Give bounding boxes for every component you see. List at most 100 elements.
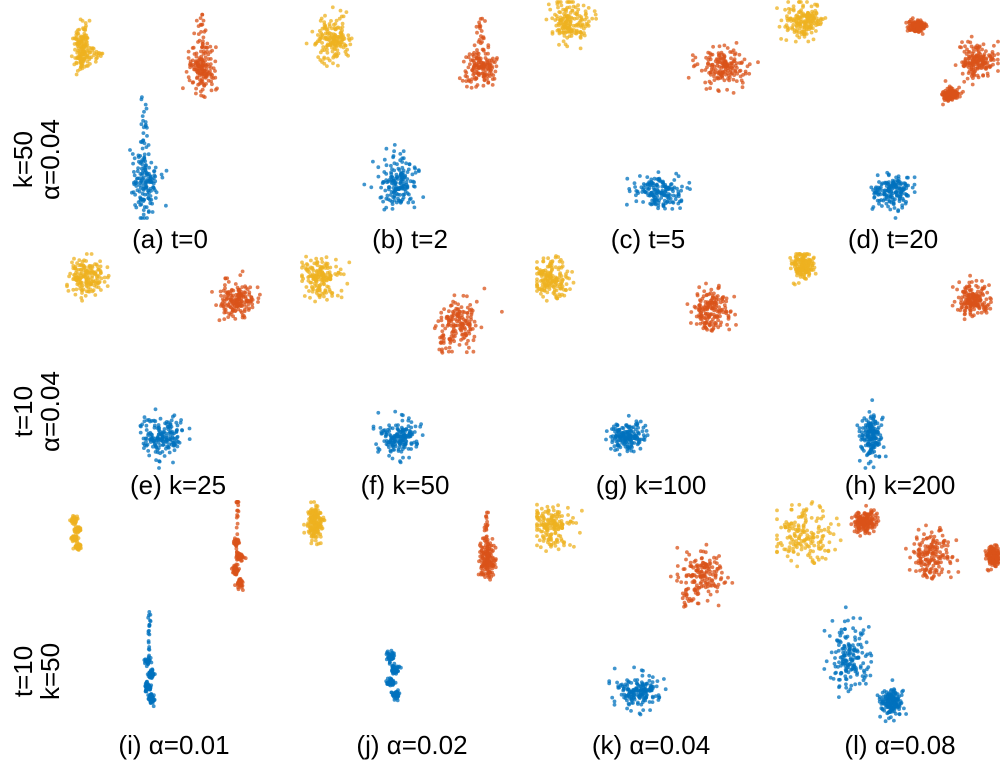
scatter-point	[138, 172, 143, 176]
scatter-point	[872, 432, 877, 436]
scatter-point	[571, 0, 575, 4]
scatter-point	[146, 655, 151, 659]
scatter-point	[72, 36, 77, 41]
panel-d	[775, 0, 1000, 220]
scatter-point	[972, 307, 976, 312]
scatter-point	[728, 310, 733, 314]
scatter-point	[371, 159, 375, 164]
scatter-point	[548, 277, 553, 281]
scatter-point	[236, 539, 241, 544]
scatter-point	[410, 432, 415, 437]
scatter-point	[535, 260, 539, 264]
scatter-point	[146, 631, 151, 636]
scatter-point	[376, 174, 381, 179]
scatter-point	[677, 199, 682, 204]
scatter-point	[874, 185, 878, 190]
scatter-point	[325, 264, 329, 268]
scatter-point	[473, 77, 478, 82]
scatter-point	[322, 25, 327, 30]
scatter-point	[869, 185, 874, 190]
scatter-point	[974, 53, 979, 58]
scatter-point	[709, 52, 713, 57]
scatter-point	[558, 10, 563, 15]
scatter-point	[148, 201, 153, 206]
scatter-point	[133, 192, 138, 197]
scatter-point	[440, 323, 445, 328]
scatter-point	[815, 16, 819, 21]
scatter-point	[65, 284, 69, 289]
scatter-point	[630, 445, 634, 450]
cluster-g-yellow-1	[535, 254, 576, 303]
scatter-point	[460, 78, 465, 83]
scatter-point	[884, 201, 889, 206]
scatter-point	[398, 152, 403, 156]
scatter-point	[167, 450, 172, 455]
scatter-point	[675, 186, 679, 191]
scatter-point	[486, 81, 491, 85]
scatter-point	[715, 294, 720, 298]
scatter-point	[387, 185, 392, 190]
scatter-point	[311, 268, 316, 273]
scatter-point	[404, 161, 408, 166]
scatter-point	[867, 410, 872, 414]
scatter-point	[130, 152, 135, 156]
scatter-point	[163, 421, 168, 426]
scatter-point	[137, 159, 141, 164]
scatter-point	[869, 447, 873, 452]
scatter-point	[797, 262, 802, 266]
scatter-point	[200, 22, 205, 27]
scatter-point	[717, 69, 722, 73]
scatter-point	[549, 263, 554, 268]
scatter-point	[256, 300, 260, 304]
scatter-point	[719, 56, 723, 61]
scatter-point	[214, 45, 218, 50]
scatter-point	[401, 182, 406, 187]
scatter-point	[964, 284, 969, 289]
scatter-point	[868, 437, 872, 442]
scatter-point	[806, 39, 811, 44]
scatter-point	[106, 275, 110, 280]
scatter-point	[860, 419, 865, 423]
scatter-point	[313, 42, 317, 47]
scatter-point	[451, 309, 455, 314]
scatter-point	[912, 175, 917, 180]
scatter-point	[343, 49, 348, 54]
scatter-point	[673, 197, 678, 202]
scatter-point	[322, 61, 327, 66]
scatter-point	[240, 269, 245, 274]
scatter-point	[134, 205, 139, 210]
cluster-a-orange-2	[181, 12, 219, 99]
scatter-point	[671, 189, 675, 194]
scatter-point	[132, 173, 137, 178]
scatter-point	[144, 423, 149, 428]
scatter-point	[961, 64, 966, 68]
scatter-point	[797, 252, 802, 256]
scatter-point	[335, 48, 340, 53]
scatter-point	[645, 433, 650, 438]
scatter-point	[717, 283, 721, 288]
scatter-point	[893, 216, 898, 220]
scatter-point	[553, 288, 557, 292]
scatter-point	[73, 292, 78, 297]
scatter-point	[981, 305, 986, 310]
scatter-point	[791, 281, 796, 286]
scatter-point	[145, 418, 150, 422]
scatter-point	[71, 266, 76, 271]
scatter-point	[401, 413, 405, 418]
scatter-point	[144, 205, 149, 210]
scatter-point	[987, 283, 991, 287]
scatter-point	[915, 18, 920, 23]
scatter-point	[560, 264, 565, 269]
scatter-point	[561, 277, 565, 282]
scatter-point	[88, 266, 93, 271]
scatter-point	[568, 22, 572, 27]
scatter-point	[76, 28, 80, 32]
scatter-point	[981, 73, 985, 78]
scatter-point	[720, 307, 725, 312]
scatter-point	[323, 273, 328, 278]
scatter-point	[147, 453, 152, 458]
scatter-point	[493, 69, 498, 74]
scatter-point	[145, 659, 149, 664]
cluster-d-orange-3	[904, 16, 929, 36]
panel-j	[302, 500, 498, 703]
